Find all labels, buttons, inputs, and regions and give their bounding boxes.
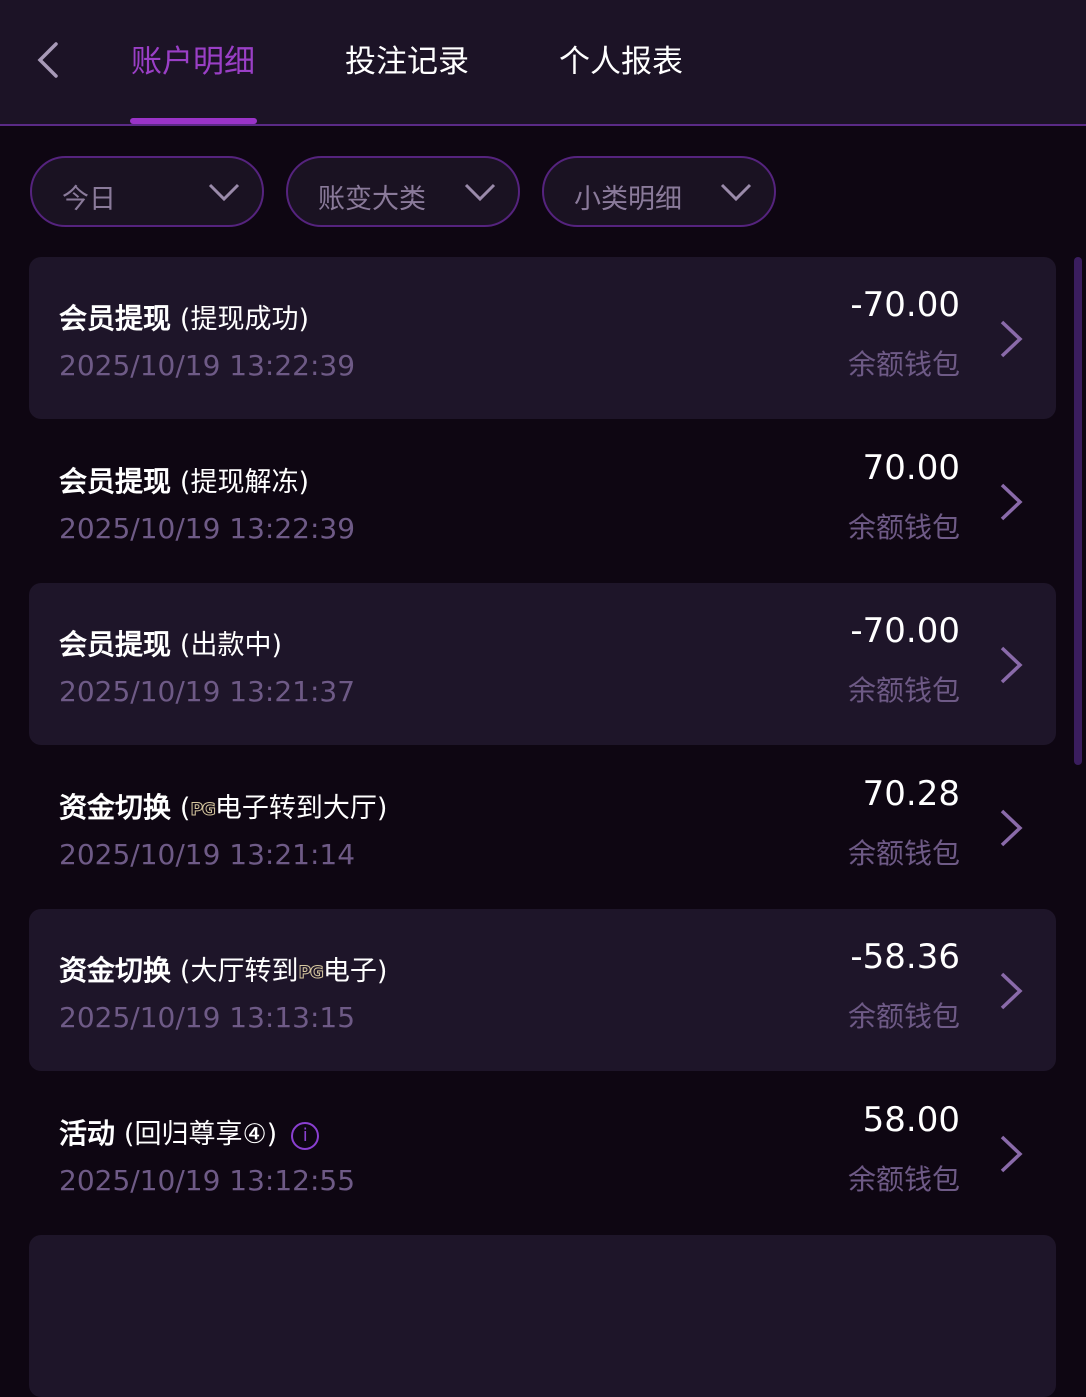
filter-label: 今日 [62, 184, 116, 215]
chevron-right-icon[interactable] [998, 1134, 1024, 1174]
transaction-amount: 58.00 [862, 1100, 960, 1140]
date-filter-dropdown[interactable]: 今日 [30, 156, 264, 227]
wallet-label: 余额钱包 [847, 348, 960, 381]
back-arrow-icon[interactable] [32, 38, 72, 82]
transaction-type: 会员提现 [59, 302, 172, 335]
transaction-row[interactable]: 会员提现 (出款中) 2025/10/19 13:21:37 -70.00 余额钱… [29, 583, 1056, 745]
tab-bet-records[interactable]: 投注记录 [345, 44, 469, 80]
wallet-label: 余额钱包 [847, 511, 960, 544]
transaction-title: 活动 (回归尊享④) i [59, 1112, 320, 1152]
tab-personal-report[interactable]: 个人报表 [559, 44, 683, 80]
subcategory-filter-dropdown[interactable]: 小类明细 [542, 156, 776, 227]
transaction-detail: (大厅转到 [179, 956, 299, 987]
chevron-right-icon[interactable] [998, 808, 1024, 848]
category-filter-dropdown[interactable]: 账变大类 [286, 156, 520, 227]
transaction-row[interactable]: 会员提现 (提现解冻) 2025/10/19 13:22:39 70.00 余额钱… [29, 420, 1056, 582]
transaction-type: 资金切换 [59, 791, 172, 824]
chevron-right-icon[interactable] [998, 645, 1024, 685]
scrollbar[interactable] [1074, 257, 1082, 765]
transaction-date: 2025/10/19 13:22:39 [59, 349, 356, 382]
transaction-row[interactable] [29, 1235, 1056, 1397]
filter-label: 小类明细 [574, 184, 682, 215]
transaction-amount: -70.00 [850, 285, 960, 325]
wallet-label: 余额钱包 [847, 1000, 960, 1033]
transaction-title: 会员提现 (提现解冻) [59, 460, 309, 500]
wallet-label: 余额钱包 [847, 674, 960, 707]
transaction-row[interactable]: 资金切换 (PG电子转到大厅) 2025/10/19 13:21:14 70.28… [29, 746, 1056, 908]
transaction-amount: -58.36 [850, 937, 960, 977]
transaction-detail: (提现成功) [179, 304, 309, 335]
transaction-detail-rest: 电子转到大厅) [214, 793, 388, 824]
transaction-row[interactable]: 会员提现 (提现成功) 2025/10/19 13:22:39 -70.00 余额… [29, 257, 1056, 419]
transaction-detail: (出款中) [179, 630, 282, 661]
chevron-right-icon[interactable] [998, 319, 1024, 359]
chevron-down-icon [720, 183, 752, 202]
transaction-row[interactable]: 资金切换 (大厅转到PG电子) 2025/10/19 13:13:15 -58.3… [29, 909, 1056, 1071]
transaction-date: 2025/10/19 13:21:14 [59, 838, 356, 871]
transaction-amount: 70.28 [862, 774, 960, 814]
transaction-type: 会员提现 [59, 628, 172, 661]
header: 账户明细 投注记录 个人报表 [0, 0, 1086, 126]
chevron-down-icon [208, 183, 240, 202]
tab-account-details[interactable]: 账户明细 [131, 44, 255, 80]
pg-logo: PG [190, 800, 216, 821]
active-tab-indicator [130, 118, 257, 124]
transaction-title: 会员提现 (出款中) [59, 623, 282, 663]
transaction-detail: ( [179, 793, 191, 824]
transaction-date: 2025/10/19 13:21:37 [59, 675, 356, 708]
transaction-date: 2025/10/19 13:12:55 [59, 1164, 356, 1197]
transaction-title: 资金切换 (PG电子转到大厅) [59, 786, 387, 826]
wallet-label: 余额钱包 [847, 1163, 960, 1196]
transaction-amount: 70.00 [862, 448, 960, 488]
transaction-amount: -70.00 [850, 611, 960, 651]
chevron-right-icon[interactable] [998, 482, 1024, 522]
chevron-right-icon[interactable] [998, 971, 1024, 1011]
transaction-detail-rest: 电子) [322, 956, 388, 987]
transaction-title: 资金切换 (大厅转到PG电子) [59, 949, 387, 989]
transaction-type: 资金切换 [59, 954, 172, 987]
pg-logo: PG [298, 963, 324, 984]
filter-label: 账变大类 [318, 184, 426, 215]
transaction-detail: (提现解冻) [179, 467, 309, 498]
chevron-down-icon [464, 183, 496, 202]
transaction-type: 活动 [59, 1117, 116, 1150]
transaction-date: 2025/10/19 13:13:15 [59, 1001, 356, 1034]
transaction-title: 会员提现 (提现成功) [59, 297, 309, 337]
transaction-date: 2025/10/19 13:22:39 [59, 512, 356, 545]
transaction-detail: (回归尊享④) [123, 1119, 278, 1150]
transaction-type: 会员提现 [59, 465, 172, 498]
transaction-row[interactable]: 活动 (回归尊享④) i 2025/10/19 13:12:55 58.00 余额钱… [29, 1072, 1056, 1234]
wallet-label: 余额钱包 [847, 837, 960, 870]
info-icon[interactable]: i [291, 1122, 320, 1150]
